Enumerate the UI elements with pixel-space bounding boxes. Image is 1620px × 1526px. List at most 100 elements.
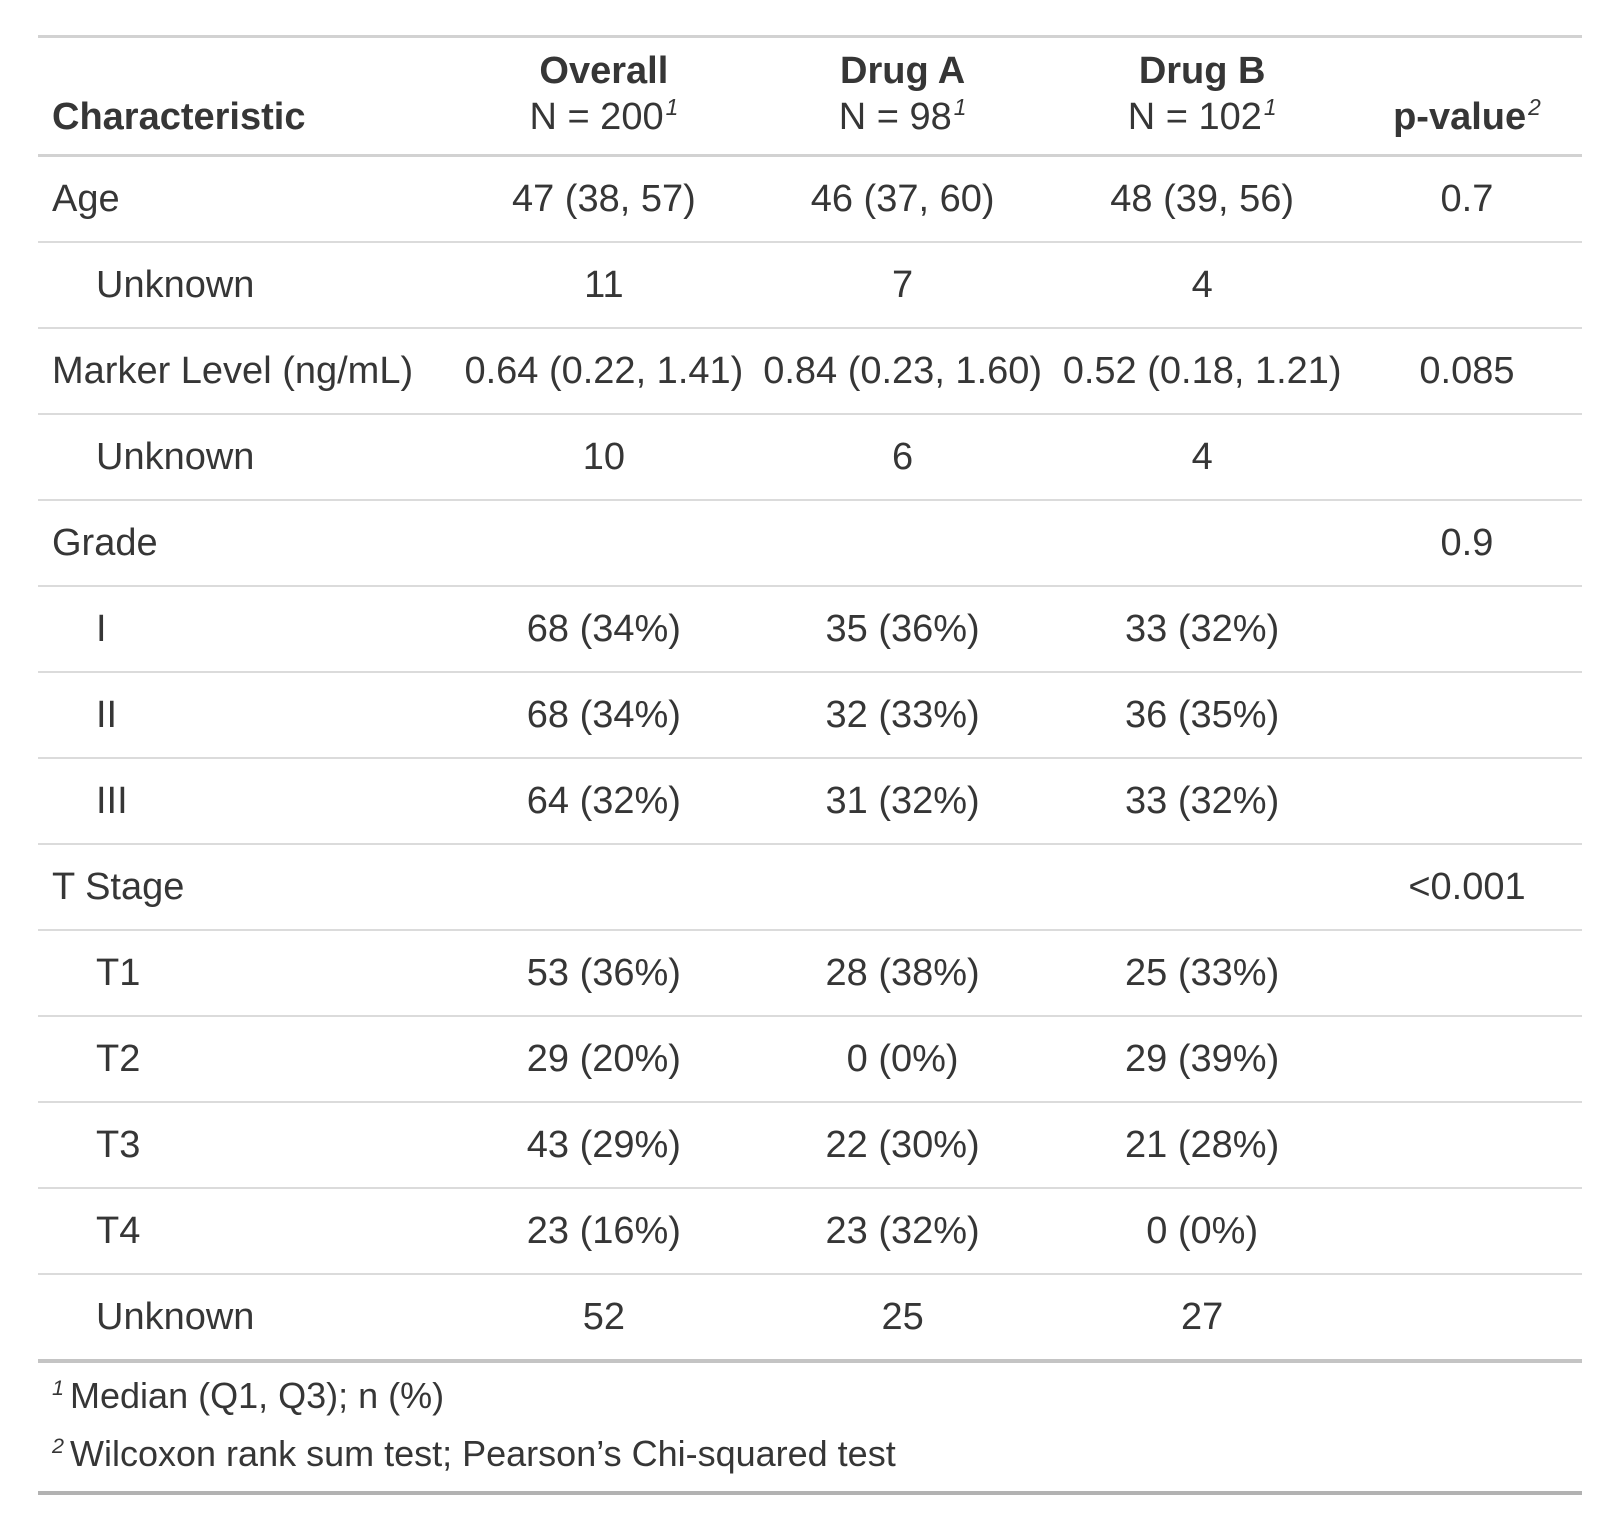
- footnote-1: 1 Median (Q1, Q3); n (%): [38, 1367, 1582, 1425]
- row-value: 4: [1052, 241, 1352, 328]
- table-row: T1 53 (36%) 28 (38%) 25 (33%): [38, 929, 1582, 1016]
- column-header-label: Drug A: [840, 50, 966, 92]
- row-label: III: [38, 757, 455, 844]
- row-value: [1351, 1273, 1582, 1359]
- table-row: I 68 (34%) 35 (36%) 33 (32%): [38, 585, 1582, 672]
- footnote-text: Wilcoxon rank sum test; Pearson’s Chi-sq…: [70, 1433, 896, 1474]
- row-value: 0 (0%): [1052, 1187, 1352, 1274]
- row-value: [1351, 757, 1582, 844]
- row-value: 29 (20%): [454, 1015, 753, 1102]
- footnote-text: Median (Q1, Q3); n (%): [70, 1375, 445, 1416]
- row-value: [1351, 585, 1582, 672]
- row-label: Grade: [38, 499, 455, 586]
- row-value: 25: [752, 1273, 1053, 1359]
- row-label: T2: [38, 1015, 455, 1102]
- row-value: 0.64 (0.22, 1.41): [454, 327, 753, 414]
- row-value: [454, 499, 753, 586]
- row-value: 0.9: [1351, 499, 1582, 586]
- footnote-mark: 1: [52, 1375, 65, 1400]
- row-value: [752, 843, 1053, 930]
- row-value: [1052, 499, 1352, 586]
- row-label: T1: [38, 929, 455, 1016]
- column-header-n: N = 200: [529, 96, 664, 138]
- header-row: Characteristic Overall N = 2001 Drug A N…: [38, 36, 1582, 157]
- row-value: 28 (38%): [752, 929, 1053, 1016]
- footnote-2: 2 Wilcoxon rank sum test; Pearson’s Chi-s…: [38, 1425, 1582, 1483]
- row-value: 0.085: [1351, 327, 1582, 414]
- row-label: II: [38, 671, 455, 758]
- row-value: [1351, 413, 1582, 500]
- row-value: [454, 843, 753, 930]
- row-value: 6: [752, 413, 1053, 500]
- column-header-drug-a: Drug A N = 981: [752, 36, 1053, 157]
- row-value: 7: [752, 241, 1053, 328]
- row-label: Unknown: [38, 1273, 455, 1359]
- row-value: 64 (32%): [454, 757, 753, 844]
- row-value: [1351, 241, 1582, 328]
- row-value: <0.001: [1351, 843, 1582, 930]
- row-value: 23 (16%): [454, 1187, 753, 1274]
- footnote-mark: 1: [953, 94, 967, 121]
- footnote-mark: 1: [1263, 94, 1277, 121]
- row-value: 0.84 (0.23, 1.60): [752, 327, 1053, 414]
- table-row: Age 47 (38, 57) 46 (37, 60) 48 (39, 56) …: [38, 156, 1582, 243]
- row-value: [1351, 1187, 1582, 1274]
- row-value: [1351, 1015, 1582, 1102]
- row-value: [1351, 671, 1582, 758]
- row-value: 25 (33%): [1052, 929, 1352, 1016]
- row-value: 27: [1052, 1273, 1352, 1359]
- table-row: Grade 0.9: [38, 499, 1582, 586]
- row-value: 68 (34%): [454, 585, 753, 672]
- row-value: 32 (33%): [752, 671, 1053, 758]
- row-label: Unknown: [38, 241, 455, 328]
- row-value: 0.52 (0.18, 1.21): [1052, 327, 1352, 414]
- row-label: I: [38, 585, 455, 672]
- row-value: 0 (0%): [752, 1015, 1053, 1102]
- row-value: 33 (32%): [1052, 757, 1352, 844]
- table-row: Unknown 10 6 4: [38, 413, 1582, 500]
- row-value: 21 (28%): [1052, 1101, 1352, 1188]
- table-row: III 64 (32%) 31 (32%) 33 (32%): [38, 757, 1582, 844]
- column-header-label: Characteristic: [52, 96, 306, 138]
- row-value: 31 (32%): [752, 757, 1053, 844]
- row-value: 48 (39, 56): [1110, 178, 1295, 220]
- table-body: Age 47 (38, 57) 46 (37, 60) 48 (39, 56) …: [38, 156, 1582, 1359]
- row-label: T4: [38, 1187, 455, 1274]
- row-value: 52: [454, 1273, 753, 1359]
- footnote-mark: 2: [52, 1433, 65, 1458]
- footnote-mark: 1: [665, 94, 679, 121]
- table-row: Unknown 11 7 4: [38, 241, 1582, 328]
- row-value: 4: [1052, 413, 1352, 500]
- column-header-label: Overall: [539, 50, 669, 92]
- row-value: 46 (37, 60): [810, 178, 995, 220]
- row-value: 29 (39%): [1052, 1015, 1352, 1102]
- row-value: [1351, 1101, 1582, 1188]
- column-header-n: N = 98: [838, 96, 952, 138]
- row-label: T Stage: [38, 843, 455, 930]
- row-label: Age: [52, 178, 120, 220]
- table-row: T2 29 (20%) 0 (0%) 29 (39%): [38, 1015, 1582, 1102]
- row-value: 22 (30%): [752, 1101, 1053, 1188]
- table-row: T3 43 (29%) 22 (30%) 21 (28%): [38, 1101, 1582, 1188]
- table-row: II 68 (34%) 32 (33%) 36 (35%): [38, 671, 1582, 758]
- row-value: [1052, 843, 1352, 930]
- column-header-characteristic: Characteristic: [38, 36, 455, 157]
- row-value: 11: [454, 241, 753, 328]
- row-value: 68 (34%): [454, 671, 753, 758]
- row-value: 33 (32%): [1052, 585, 1352, 672]
- row-label: Marker Level (ng/mL): [38, 327, 455, 414]
- row-value: [752, 499, 1053, 586]
- row-value: [1351, 929, 1582, 1016]
- column-header-drug-b: Drug B N = 1021: [1052, 36, 1352, 157]
- footnotes-section: 1 Median (Q1, Q3); n (%) 2 Wilcoxon rank s…: [38, 1359, 1582, 1495]
- column-header-n: N = 102: [1127, 96, 1262, 138]
- row-label: Unknown: [38, 413, 455, 500]
- footnote-mark: 2: [1528, 94, 1541, 121]
- table-header: Characteristic Overall N = 2001 Drug A N…: [38, 36, 1582, 157]
- row-value: 35 (36%): [752, 585, 1053, 672]
- row-value: 43 (29%): [454, 1101, 753, 1188]
- table-row: Marker Level (ng/mL) 0.64 (0.22, 1.41) 0…: [38, 327, 1582, 414]
- row-value: 0.7: [1440, 178, 1494, 220]
- table-row: T4 23 (16%) 23 (32%) 0 (0%): [38, 1187, 1582, 1274]
- summary-table: Characteristic Overall N = 2001 Drug A N…: [38, 35, 1582, 1359]
